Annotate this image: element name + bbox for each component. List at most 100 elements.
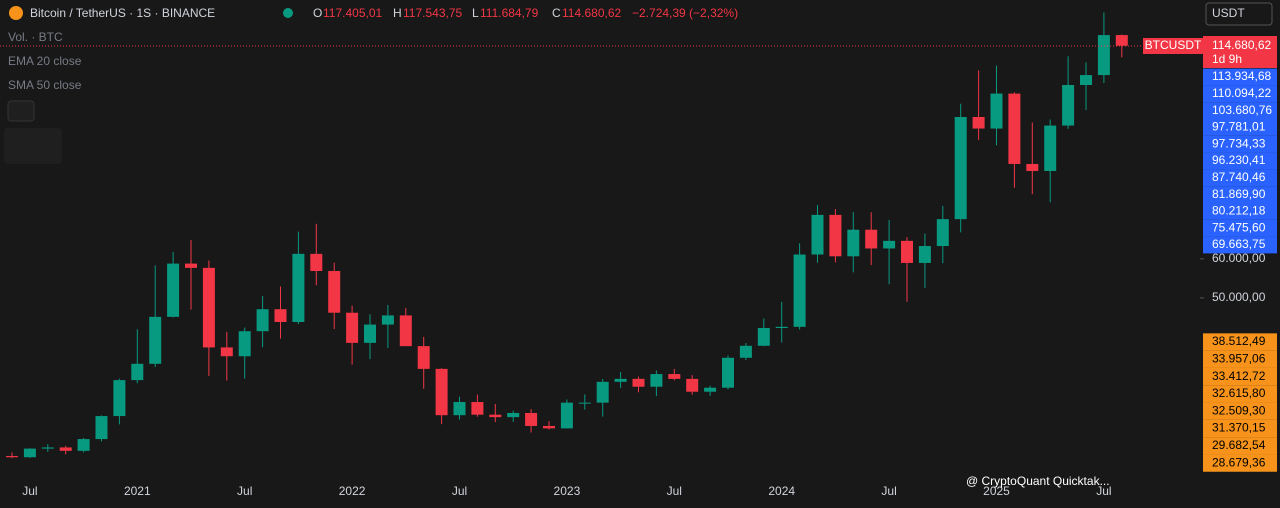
candle-body	[686, 378, 699, 392]
price-badge	[1203, 219, 1277, 237]
candle-body	[41, 447, 54, 449]
price-badge	[1203, 152, 1277, 170]
currency-select[interactable]	[1205, 2, 1273, 26]
price-badge	[1203, 85, 1277, 103]
candle-body	[1115, 35, 1128, 46]
indicator-label[interactable]: Vol. · BTC	[8, 30, 63, 44]
candle-body	[543, 425, 555, 429]
price-badge-label: 33.957,06	[1212, 351, 1266, 365]
collapse-button[interactable]	[7, 100, 35, 122]
ohlc-value: 111.684,79	[480, 6, 539, 20]
candle-body	[1062, 85, 1075, 126]
candle-body	[722, 357, 734, 388]
btc-icon	[9, 6, 23, 20]
price-badge	[1203, 350, 1277, 368]
candle-body	[399, 315, 412, 347]
x-tick-label: 2025	[983, 484, 1010, 498]
candle-body	[292, 253, 305, 323]
price-badge	[1203, 437, 1277, 455]
ohlc-key: H	[393, 6, 402, 20]
candle-body	[435, 368, 448, 416]
candle-body	[1080, 75, 1092, 86]
candle-body	[775, 326, 788, 329]
candle-body	[901, 240, 913, 263]
ohlc-value: 114.680,62	[562, 6, 621, 20]
price-badge-label: 110.094,22	[1212, 86, 1271, 100]
candle-body	[954, 116, 967, 220]
price-badge-label: 81.869,90	[1212, 187, 1266, 201]
price-badge-label: 38.512,49	[1212, 334, 1266, 348]
price-badge-label: 103.680,76	[1212, 103, 1272, 117]
price-badge-label: 31.370,15	[1212, 421, 1266, 435]
candle-body	[59, 447, 72, 451]
watermark: @ CryptoQuant Quicktak...	[966, 474, 1110, 488]
candle-body	[489, 414, 502, 418]
price-badge	[1203, 333, 1277, 351]
x-tick-label: Jul	[237, 484, 252, 498]
price-badge	[1203, 419, 1277, 438]
candle-body	[364, 324, 376, 343]
candle-body	[471, 402, 484, 415]
candle-body	[525, 412, 538, 426]
x-tick-label: 2021	[124, 484, 151, 498]
candle-body	[865, 229, 878, 249]
x-tick-label: 2022	[339, 484, 366, 498]
badge-symbol: BTCUSDT	[1145, 38, 1202, 52]
x-tick-label: 2023	[554, 484, 581, 498]
candle-body	[650, 374, 663, 387]
toolbar[interactable]	[4, 128, 62, 164]
candle-body	[1026, 163, 1039, 171]
ohlc-key: O	[313, 6, 322, 20]
price-badge	[1203, 454, 1277, 472]
price-badge	[1203, 186, 1277, 203]
candle-body	[328, 270, 341, 313]
change: −2.724,39 (−2,32%)	[632, 6, 738, 20]
candle-body	[936, 219, 949, 247]
price-badge	[1203, 169, 1277, 187]
candle-body	[453, 402, 466, 416]
candle-body	[220, 347, 233, 357]
candle-body	[95, 416, 108, 440]
status-dot	[283, 8, 293, 18]
price-badge	[1203, 367, 1277, 386]
ohlc-value: 117.405,01	[323, 6, 382, 20]
badge-timer: 1d 9h	[1212, 52, 1242, 66]
price-badge	[1203, 385, 1277, 403]
candle-body	[77, 439, 90, 451]
candle-body	[256, 309, 269, 332]
candle-body	[1044, 125, 1057, 171]
x-tick-label: Jul	[1096, 484, 1111, 498]
candle-body	[578, 402, 591, 404]
badge-price: 114.680,62	[1212, 38, 1271, 52]
price-badge	[1203, 68, 1277, 86]
candle-body	[113, 380, 126, 417]
candle-body	[202, 267, 215, 348]
candle-body	[632, 378, 645, 387]
x-tick-label: Jul	[667, 484, 682, 498]
candle-body	[668, 374, 681, 379]
candle-body	[6, 456, 18, 458]
candle-body	[1008, 93, 1021, 164]
candle-body	[829, 214, 842, 257]
currency[interactable]: USDT	[1212, 6, 1245, 20]
candle-body	[757, 328, 770, 346]
price-badge-label: 32.509,30	[1212, 403, 1266, 417]
candle-body	[381, 315, 394, 325]
price-badge	[1203, 135, 1277, 153]
price-badge-label: 28.679,36	[1212, 455, 1266, 469]
candle-body	[793, 254, 806, 327]
candle-body	[167, 263, 180, 317]
price-badge-label: 32.615,80	[1212, 386, 1266, 400]
price-badge-label: 33.412,72	[1212, 369, 1266, 383]
price-badge-label: 113.934,68	[1212, 69, 1271, 83]
candle-body	[346, 312, 359, 343]
indicator-label[interactable]: SMA 50 close	[8, 78, 82, 92]
indicator-label[interactable]: EMA 20 close	[8, 54, 82, 68]
symbol: Bitcoin / TetherUS · 1S · BINANCE	[30, 6, 215, 20]
price-badge-label: 87.740,46	[1212, 170, 1266, 184]
price-badge	[1203, 203, 1277, 220]
price-badge	[1203, 102, 1277, 119]
price-badge-label: 29.682,54	[1212, 438, 1266, 452]
price-badge	[1203, 236, 1277, 254]
